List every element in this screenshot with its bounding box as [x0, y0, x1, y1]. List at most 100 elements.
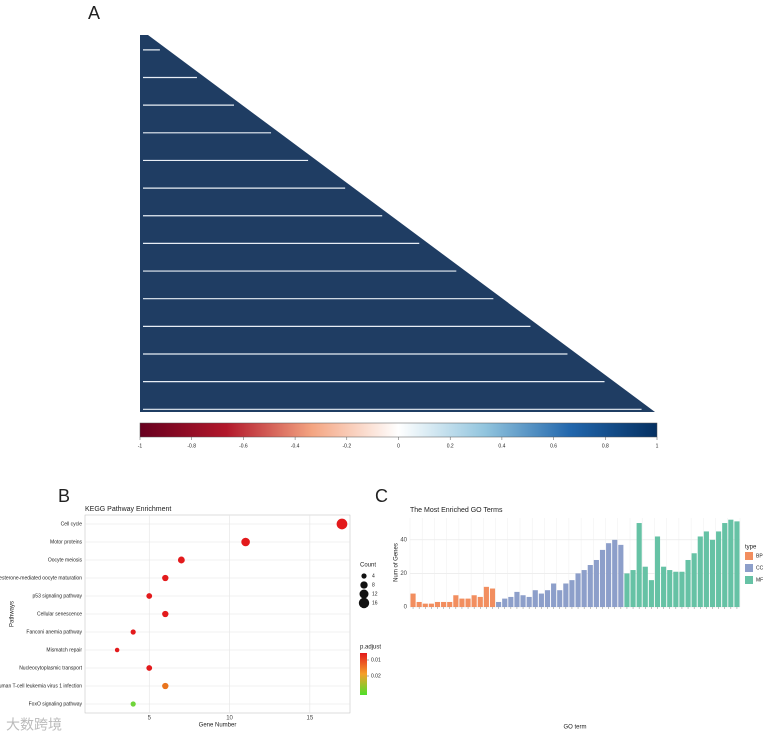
bar: [563, 583, 569, 607]
bar: [667, 570, 673, 607]
bar: [691, 553, 697, 607]
bar: [593, 559, 599, 607]
bar: [502, 598, 508, 607]
bar: [703, 531, 709, 607]
dot: [146, 665, 153, 671]
bar: [685, 559, 691, 607]
bar: [441, 601, 447, 607]
legend-label: MF: [756, 577, 763, 583]
y-tick-label: Oocyte meiosis: [48, 557, 83, 563]
y-tick-label: 20: [400, 571, 407, 577]
bar: [532, 590, 538, 607]
bar: [618, 544, 624, 607]
bar: [477, 596, 483, 607]
bar: [544, 590, 551, 607]
legend-dot: [359, 589, 369, 599]
legend-title: Count: [360, 563, 376, 569]
colorbar-tick-label: 0.2: [447, 443, 454, 449]
colorbar-tick-label: -0.2: [342, 443, 351, 449]
bar: [434, 601, 441, 607]
y-tick-label: Nucleocytoplasmic transport: [19, 665, 82, 671]
bar: [716, 531, 722, 607]
legend-label: CC: [756, 565, 764, 571]
legend-dot: [361, 573, 367, 579]
bar: [587, 565, 593, 607]
legend-title: p.adjust: [360, 645, 381, 651]
bar: [581, 570, 587, 607]
x-tick-label: 10: [226, 716, 233, 722]
bar: [673, 571, 679, 607]
legend-label: 16: [372, 600, 378, 606]
y-tick-label: Motor proteins: [50, 539, 82, 545]
legend-label: 4: [372, 573, 375, 579]
bar: [489, 588, 496, 607]
y-tick-label: 40: [400, 537, 407, 543]
bar: [612, 539, 618, 607]
bar: [679, 571, 685, 607]
bar: [606, 543, 612, 607]
panel-letter: C: [375, 486, 388, 506]
bar: [569, 580, 575, 607]
bar: [642, 566, 648, 607]
bar: [416, 601, 422, 607]
colorbar-tick-label: 1: [656, 443, 659, 449]
bar: [722, 523, 728, 607]
dot: [130, 701, 136, 707]
bar: [630, 570, 636, 607]
bar: [728, 519, 734, 607]
bar: [520, 595, 526, 607]
legend-label: 0.01: [371, 657, 381, 663]
y-tick-label: Cell cycle: [61, 521, 83, 527]
dot: [162, 682, 169, 690]
bar: [514, 591, 520, 607]
bar: [648, 580, 654, 607]
colorbar-tick-label: 0: [397, 443, 400, 449]
x-tick-label: 15: [307, 716, 314, 722]
legend-label: BP: [756, 553, 763, 559]
dot: [146, 593, 153, 599]
bar: [551, 583, 557, 607]
panel-letter: B: [58, 486, 70, 506]
color-legend: [360, 653, 367, 695]
legend-swatch: [745, 552, 753, 560]
dot: [130, 629, 136, 635]
legend-label: 0.02: [371, 673, 381, 679]
dot: [177, 556, 185, 564]
colorbar: [139, 422, 658, 438]
heatmap-cells: [140, 35, 655, 412]
bar: [575, 573, 581, 607]
bar: [557, 590, 563, 607]
chart-title: The Most Enriched GO Terms: [410, 507, 503, 514]
bar: [471, 595, 477, 607]
colorbar-tick-label: 0.4: [498, 443, 505, 449]
colorbar-tick-label: 0.8: [602, 443, 609, 449]
y-tick-label: Human T-cell leukemia virus 1 infection: [0, 683, 82, 689]
legend-dot: [360, 581, 368, 589]
y-tick-label: p53 signaling pathway: [33, 593, 83, 599]
x-axis-label: Gene Number: [199, 723, 237, 729]
x-axis-label: GO term: [563, 725, 586, 731]
dot: [336, 518, 348, 530]
y-axis-label: Num of Genes: [394, 543, 400, 582]
bar: [709, 539, 716, 607]
legend-dot: [358, 597, 370, 609]
bar: [428, 603, 434, 607]
bar: [453, 595, 459, 607]
bar: [422, 603, 428, 607]
legend-label: 8: [372, 582, 375, 588]
y-tick-label: FoxO signaling pathway: [29, 701, 83, 707]
bar: [447, 601, 453, 607]
colorbar-tick-label: 0.6: [550, 443, 557, 449]
bar: [697, 536, 703, 607]
bar: [538, 593, 544, 607]
x-tick-label: 5: [148, 716, 152, 722]
y-tick-label: Mismatch repair: [46, 647, 82, 653]
legend-title: type: [745, 545, 757, 551]
bar: [734, 521, 740, 607]
bar: [483, 586, 489, 607]
bar: [526, 596, 532, 607]
bar: [410, 593, 416, 607]
colorbar-tick-label: -1: [138, 443, 143, 449]
bar: [459, 598, 465, 607]
